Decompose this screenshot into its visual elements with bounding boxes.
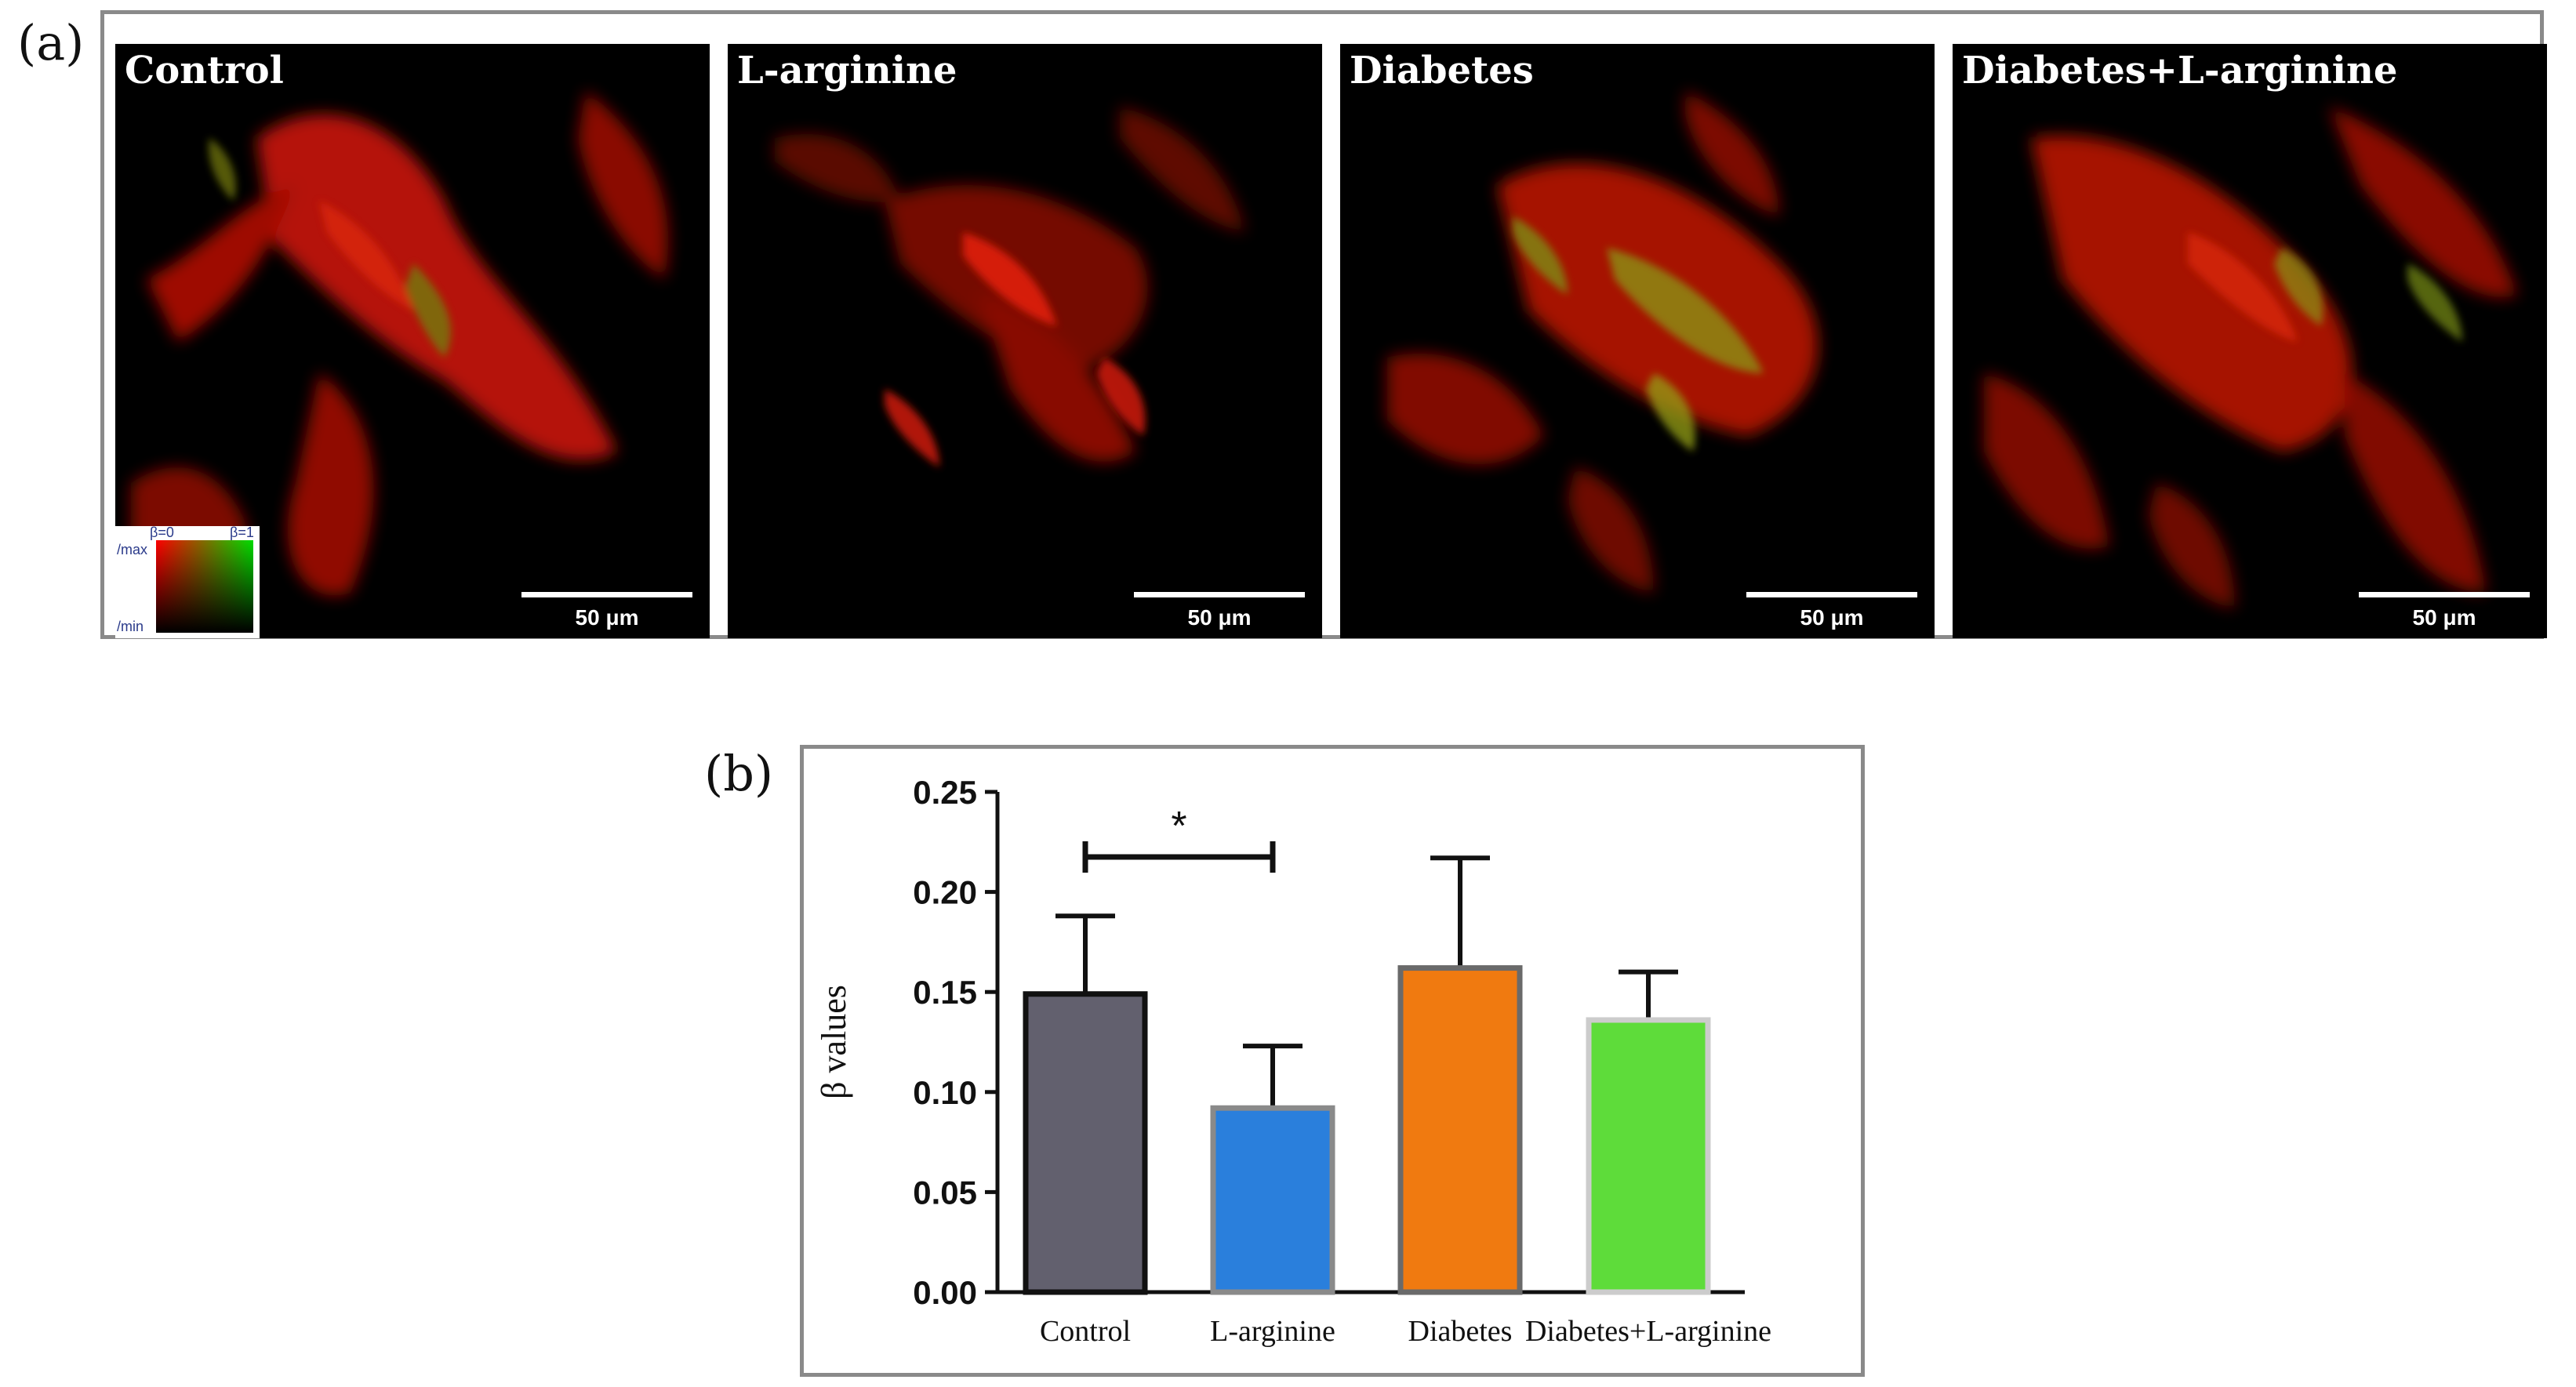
panel-a-frame: Control 50 μm β=0 β=1 /max /min L-a bbox=[100, 10, 2547, 639]
legend-beta0: β=0 bbox=[150, 525, 174, 540]
colormap-legend: β=0 β=1 /max /min bbox=[115, 525, 260, 638]
colormap-gradient bbox=[156, 540, 253, 633]
legend-min: /min bbox=[117, 619, 144, 634]
image-title: Diabetes bbox=[1350, 49, 1534, 93]
scale-bar bbox=[521, 592, 692, 597]
micrograph-control: Control 50 μm β=0 β=1 /max /min bbox=[115, 44, 710, 638]
panel-a-label: (a) bbox=[17, 14, 85, 71]
tissue-image bbox=[131, 91, 669, 596]
micrograph-diabetes-l-arginine: Diabetes+L-arginine 50 μm bbox=[1953, 44, 2547, 638]
tissue-image bbox=[775, 107, 1245, 467]
scale-bar-label: 50 μm bbox=[575, 605, 639, 630]
scale-bar-label: 50 μm bbox=[1187, 605, 1252, 630]
legend-beta1: β=1 bbox=[230, 525, 254, 540]
scale-bar-label: 50 μm bbox=[1800, 605, 1864, 630]
scale-bar bbox=[1746, 592, 1917, 597]
image-title: L-arginine bbox=[737, 49, 957, 93]
image-title: Diabetes+L-arginine bbox=[1962, 49, 2398, 93]
tissue-image bbox=[1984, 107, 2517, 608]
panel-b-frame bbox=[800, 745, 1865, 1377]
scale-bar bbox=[2359, 592, 2530, 597]
scale-bar-label: 50 μm bbox=[2412, 605, 2476, 630]
scale-bar bbox=[1134, 592, 1305, 597]
image-title: Control bbox=[125, 49, 284, 93]
micrograph-l-arginine: L-arginine 50 μm bbox=[728, 44, 1322, 638]
tissue-image bbox=[1387, 91, 1818, 593]
legend-max: /max bbox=[117, 542, 148, 557]
panel-b-label: (b) bbox=[704, 745, 774, 802]
micrograph-diabetes: Diabetes 50 μm bbox=[1340, 44, 1935, 638]
